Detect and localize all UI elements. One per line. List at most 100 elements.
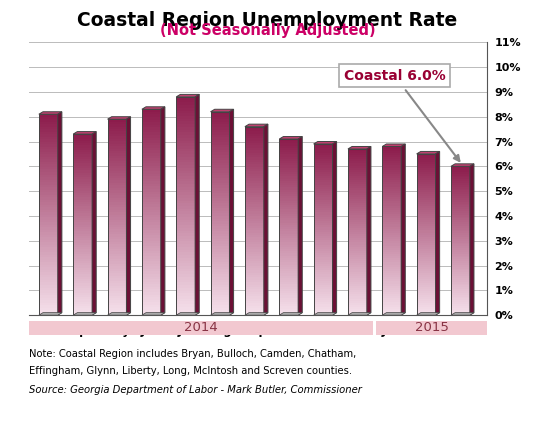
Bar bbox=[73, 306, 92, 308]
Bar bbox=[211, 275, 230, 277]
Bar bbox=[211, 254, 230, 257]
Bar bbox=[417, 218, 435, 220]
Bar bbox=[314, 281, 332, 283]
Bar bbox=[39, 122, 58, 124]
Bar bbox=[176, 304, 195, 307]
Bar bbox=[108, 281, 126, 283]
Bar bbox=[211, 201, 230, 203]
Bar bbox=[417, 233, 435, 234]
Bar bbox=[451, 174, 470, 176]
Bar bbox=[73, 218, 92, 220]
Bar bbox=[142, 251, 161, 253]
Bar bbox=[383, 146, 401, 148]
Bar bbox=[39, 247, 58, 250]
Bar bbox=[417, 281, 435, 283]
Bar bbox=[211, 198, 230, 201]
Bar bbox=[383, 288, 401, 290]
Bar bbox=[383, 246, 401, 248]
Bar bbox=[73, 283, 92, 286]
Bar bbox=[417, 244, 435, 247]
Bar bbox=[279, 260, 298, 262]
Bar bbox=[348, 280, 367, 282]
Bar bbox=[314, 277, 332, 279]
Bar bbox=[383, 248, 401, 250]
Bar bbox=[73, 152, 92, 154]
Bar bbox=[314, 253, 332, 255]
Bar bbox=[108, 291, 126, 293]
Bar bbox=[279, 192, 298, 194]
Bar bbox=[211, 173, 230, 175]
Bar bbox=[279, 148, 298, 150]
Bar bbox=[348, 188, 367, 190]
Bar bbox=[383, 222, 401, 225]
Bar bbox=[73, 279, 92, 281]
Bar bbox=[314, 178, 332, 180]
Bar bbox=[451, 311, 470, 313]
Bar bbox=[39, 253, 58, 255]
Bar bbox=[142, 153, 161, 156]
Bar bbox=[245, 192, 264, 195]
Bar bbox=[245, 174, 264, 176]
Bar bbox=[279, 225, 298, 227]
Bar bbox=[108, 215, 126, 217]
Bar bbox=[176, 170, 195, 173]
Bar bbox=[142, 197, 161, 199]
Bar bbox=[383, 229, 401, 231]
Bar bbox=[73, 206, 92, 209]
Bar bbox=[211, 178, 230, 180]
Bar bbox=[383, 157, 401, 159]
Bar bbox=[108, 308, 126, 310]
Bar bbox=[142, 189, 161, 192]
Bar bbox=[383, 269, 401, 271]
Bar bbox=[383, 212, 401, 214]
Bar bbox=[142, 122, 161, 125]
Bar bbox=[383, 168, 401, 170]
Bar bbox=[245, 153, 264, 155]
Bar bbox=[211, 242, 230, 244]
Bar bbox=[39, 302, 58, 305]
Bar bbox=[417, 194, 435, 196]
Bar bbox=[108, 126, 126, 129]
Bar bbox=[245, 179, 264, 181]
Bar bbox=[211, 188, 230, 190]
Bar bbox=[451, 313, 470, 315]
Bar bbox=[314, 157, 332, 159]
Bar bbox=[73, 200, 92, 202]
Bar bbox=[176, 162, 195, 165]
Polygon shape bbox=[126, 117, 131, 315]
Bar bbox=[348, 282, 367, 284]
Bar bbox=[73, 268, 92, 270]
Bar bbox=[176, 206, 195, 209]
Bar bbox=[211, 155, 230, 157]
Bar bbox=[451, 237, 470, 239]
Bar bbox=[39, 184, 58, 187]
Bar bbox=[417, 259, 435, 261]
Bar bbox=[176, 263, 195, 266]
Bar bbox=[451, 261, 470, 263]
Bar bbox=[245, 273, 264, 275]
Bar bbox=[73, 302, 92, 304]
Bar bbox=[108, 232, 126, 234]
Bar bbox=[245, 303, 264, 306]
Text: (Not Seasonally Adjusted): (Not Seasonally Adjusted) bbox=[159, 23, 376, 38]
Bar bbox=[348, 278, 367, 280]
Bar bbox=[417, 160, 435, 162]
Bar bbox=[176, 266, 195, 269]
Bar bbox=[245, 183, 264, 186]
Bar bbox=[245, 277, 264, 280]
Bar bbox=[279, 185, 298, 187]
Bar bbox=[39, 137, 58, 139]
Bar bbox=[245, 258, 264, 261]
Bar bbox=[245, 202, 264, 204]
Bar bbox=[417, 255, 435, 257]
Bar bbox=[142, 117, 161, 120]
Bar bbox=[348, 301, 367, 303]
Bar bbox=[279, 300, 298, 302]
Text: 2015: 2015 bbox=[415, 321, 448, 335]
Bar bbox=[383, 170, 401, 172]
Bar bbox=[39, 152, 58, 154]
Bar bbox=[383, 296, 401, 298]
Bar bbox=[39, 313, 58, 315]
Bar bbox=[451, 278, 470, 280]
Bar bbox=[314, 305, 332, 307]
